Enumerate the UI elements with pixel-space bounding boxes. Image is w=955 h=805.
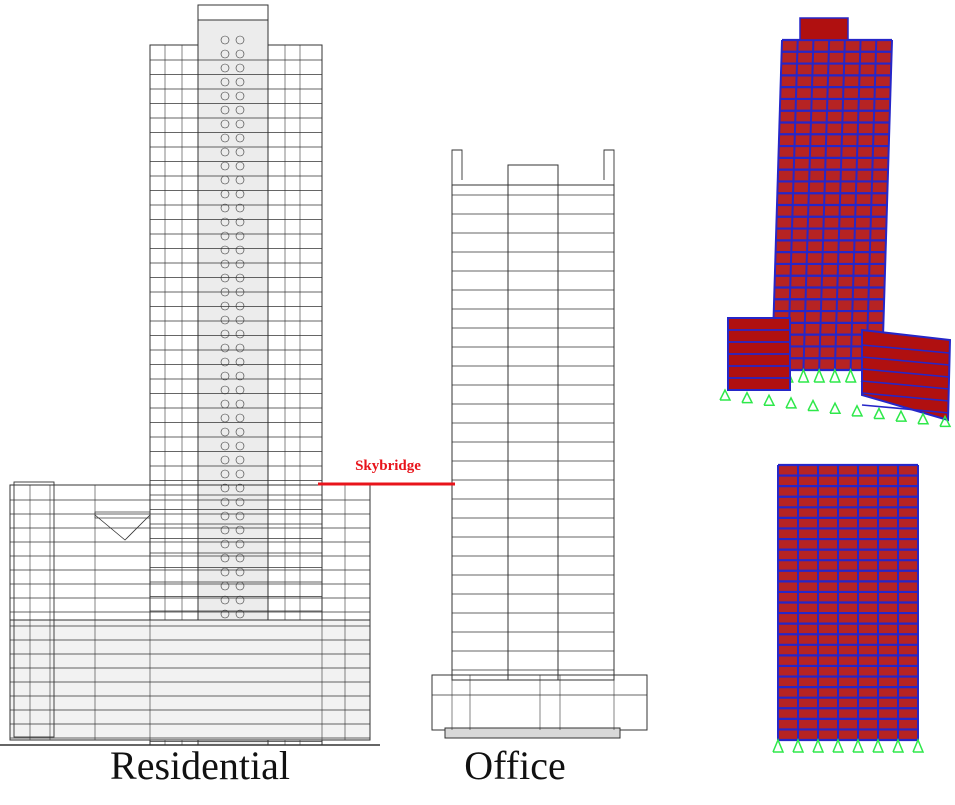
residential-elevation-drawing xyxy=(0,4,380,746)
residential-caption: Residential xyxy=(110,743,290,788)
structural-model-3d-tower xyxy=(772,463,925,753)
office-caption: Office xyxy=(464,743,566,788)
structural-model-3d-full xyxy=(719,17,952,428)
office-elevation-drawing xyxy=(431,149,648,739)
skybridge-label: Skybridge xyxy=(355,458,421,474)
